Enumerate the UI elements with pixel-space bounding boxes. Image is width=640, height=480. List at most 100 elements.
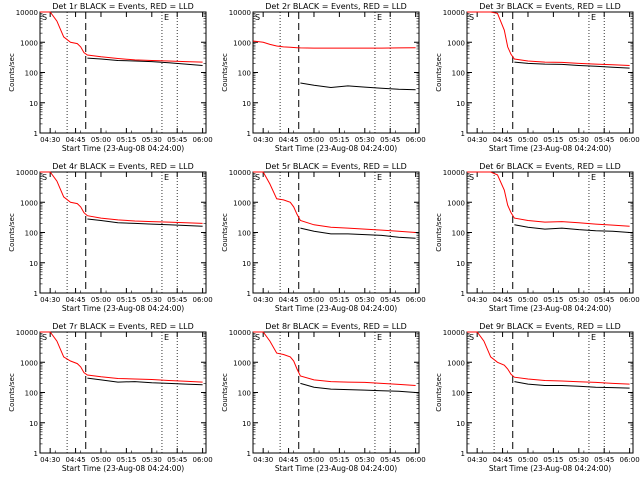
y-tick-label: 1	[247, 450, 251, 458]
chart-panel-3: Det 3r BLACK = Events, RED = LLD 1 10 100 10…	[435, 2, 640, 153]
events-series-line	[87, 218, 203, 227]
y-tick-label: 10	[29, 420, 38, 428]
y-tick-label: 1	[34, 290, 38, 298]
chart-title: Det 6r BLACK = Events, RED = LLD	[479, 162, 621, 171]
x-axis-label: Start Time (23-Aug-08 04:24:00)	[275, 304, 397, 313]
x-tick-label: 05:30	[355, 136, 375, 144]
end-marker-label: E	[591, 333, 596, 342]
chart-panel-2: Det 2r BLACK = Events, RED = LLD 1 10 100 10…	[221, 2, 426, 153]
events-series-line	[300, 82, 416, 91]
end-marker-label: E	[377, 333, 382, 342]
chart-panel-8: Det 8r BLACK = Events, RED = LLD 1 10 100 10…	[221, 322, 426, 473]
y-tick-label: 1	[34, 130, 38, 138]
x-axis-label: Start Time (23-Aug-08 04:24:00)	[275, 144, 397, 153]
x-tick-label: 06:00	[620, 296, 640, 304]
lld-series-line	[467, 171, 630, 227]
plot-frame	[466, 331, 634, 454]
chart-title: Det 2r BLACK = Events, RED = LLD	[265, 2, 407, 11]
x-tick-label: 04:30	[253, 296, 273, 304]
x-tick-label: 05:00	[304, 296, 324, 304]
x-axis-label: Start Time (23-Aug-08 04:24:00)	[62, 304, 184, 313]
x-tick-label: 05:15	[329, 296, 349, 304]
x-tick-label: 04:45	[278, 456, 298, 464]
y-tick-label: 10000	[16, 169, 38, 177]
start-marker-label: S	[42, 13, 47, 22]
y-tick-label: 100	[452, 70, 465, 78]
y-axis-label: Counts/sec	[435, 53, 443, 92]
x-tick-label: 05:15	[543, 136, 563, 144]
lld-series-line	[467, 11, 630, 66]
x-tick-label: 05:00	[518, 136, 538, 144]
start-marker-label: S	[469, 173, 474, 182]
end-marker-label: E	[377, 173, 382, 182]
start-marker-label: S	[469, 333, 474, 342]
x-tick-label: 04:45	[492, 296, 512, 304]
events-series-line	[87, 377, 203, 386]
events-series-line	[300, 382, 416, 393]
x-tick-label: 05:30	[142, 296, 162, 304]
y-tick-label: 1000	[20, 199, 38, 207]
x-tick-label: 04:45	[492, 136, 512, 144]
plot-frame	[252, 331, 420, 454]
y-tick-label: 1	[461, 450, 465, 458]
y-tick-label: 10	[242, 420, 251, 428]
chart-panel-9: Det 9r BLACK = Events, RED = LLD 1 10 100 10…	[435, 322, 640, 473]
x-tick-label: 05:15	[543, 296, 563, 304]
end-marker-label: E	[164, 333, 169, 342]
chart-title: Det 3r BLACK = Events, RED = LLD	[479, 2, 621, 11]
x-tick-label: 05:45	[380, 136, 400, 144]
y-tick-label: 1	[461, 130, 465, 138]
y-tick-label: 1000	[447, 199, 465, 207]
chart-title: Det 9r BLACK = Events, RED = LLD	[479, 322, 621, 331]
y-tick-label: 100	[25, 390, 38, 398]
start-marker-label: S	[42, 333, 47, 342]
x-tick-label: 05:00	[91, 456, 111, 464]
x-axis-label: Start Time (23-Aug-08 04:24:00)	[62, 144, 184, 153]
x-axis-label: Start Time (23-Aug-08 04:24:00)	[489, 144, 611, 153]
y-tick-label: 10	[29, 260, 38, 268]
x-tick-label: 04:30	[40, 456, 60, 464]
x-tick-label: 05:45	[167, 296, 187, 304]
lld-series-line	[467, 331, 630, 385]
x-tick-label: 04:30	[253, 136, 273, 144]
y-tick-label: 1000	[447, 359, 465, 367]
chart-panel-5: Det 5r BLACK = Events, RED = LLD 1 10 100 10…	[221, 162, 426, 313]
x-tick-label: 05:00	[304, 456, 324, 464]
y-tick-label: 1	[461, 290, 465, 298]
x-tick-label: 04:45	[492, 456, 512, 464]
y-axis-label: Counts/sec	[221, 213, 229, 252]
end-marker-label: E	[164, 13, 169, 22]
y-tick-label: 1000	[233, 39, 251, 47]
y-tick-label: 100	[452, 230, 465, 238]
y-tick-label: 100	[25, 230, 38, 238]
start-marker-label: S	[255, 333, 260, 342]
x-tick-label: 05:45	[380, 296, 400, 304]
lld-series-line	[253, 331, 416, 386]
y-tick-label: 10	[242, 260, 251, 268]
events-series-line	[87, 57, 203, 66]
x-tick-label: 05:45	[380, 456, 400, 464]
x-tick-label: 05:45	[594, 456, 614, 464]
chart-title: Det 1r BLACK = Events, RED = LLD	[52, 2, 194, 11]
x-tick-label: 06:00	[193, 136, 213, 144]
x-tick-label: 04:45	[65, 456, 85, 464]
lld-series-line	[40, 331, 203, 383]
events-series-line	[514, 381, 630, 389]
x-tick-label: 06:00	[620, 136, 640, 144]
lld-series-line	[253, 171, 416, 233]
end-marker-label: E	[164, 173, 169, 182]
y-tick-label: 1	[34, 450, 38, 458]
y-axis-label: Counts/sec	[221, 53, 229, 92]
y-axis-label: Counts/sec	[8, 53, 16, 92]
y-axis-label: Counts/sec	[435, 213, 443, 252]
x-tick-label: 04:45	[65, 296, 85, 304]
x-tick-label: 05:00	[91, 296, 111, 304]
events-series-line	[514, 61, 630, 69]
x-tick-label: 05:15	[116, 456, 136, 464]
x-tick-label: 05:15	[116, 296, 136, 304]
end-marker-label: E	[377, 13, 382, 22]
chart-title: Det 4r BLACK = Events, RED = LLD	[52, 162, 194, 171]
x-tick-label: 05:30	[355, 296, 375, 304]
x-tick-label: 06:00	[193, 296, 213, 304]
chart-panel-6: Det 6r BLACK = Events, RED = LLD 1 10 100 10…	[435, 162, 640, 313]
